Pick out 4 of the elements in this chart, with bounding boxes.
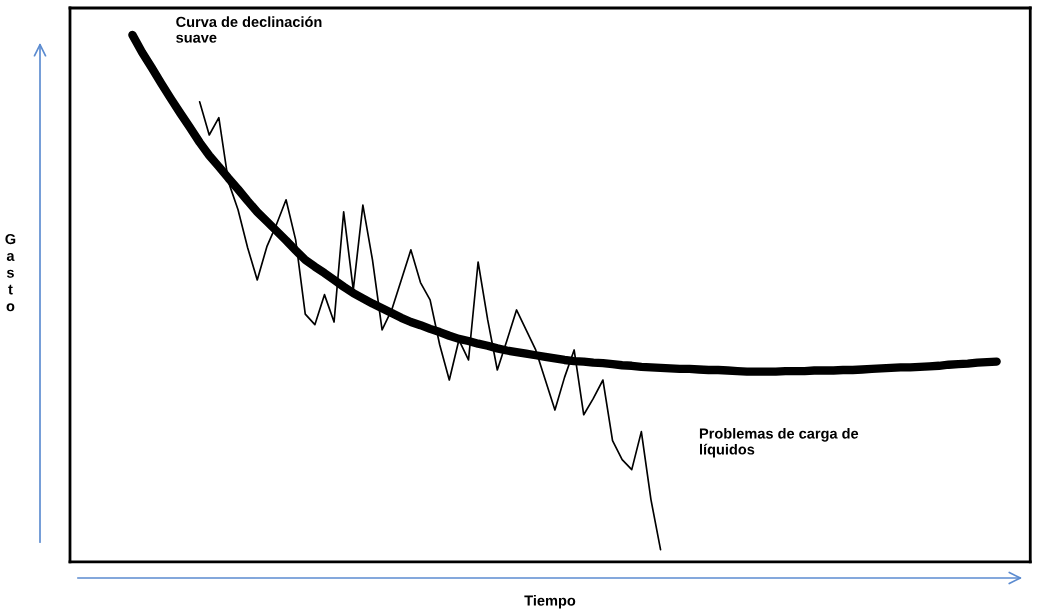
annotation: Curva de declinación suave bbox=[176, 16, 322, 43]
text: Gasto bbox=[5, 233, 16, 312]
annotation: Problemas de carga de líquidos bbox=[699, 427, 859, 458]
x-axis-title: Tiempo bbox=[524, 595, 576, 609]
